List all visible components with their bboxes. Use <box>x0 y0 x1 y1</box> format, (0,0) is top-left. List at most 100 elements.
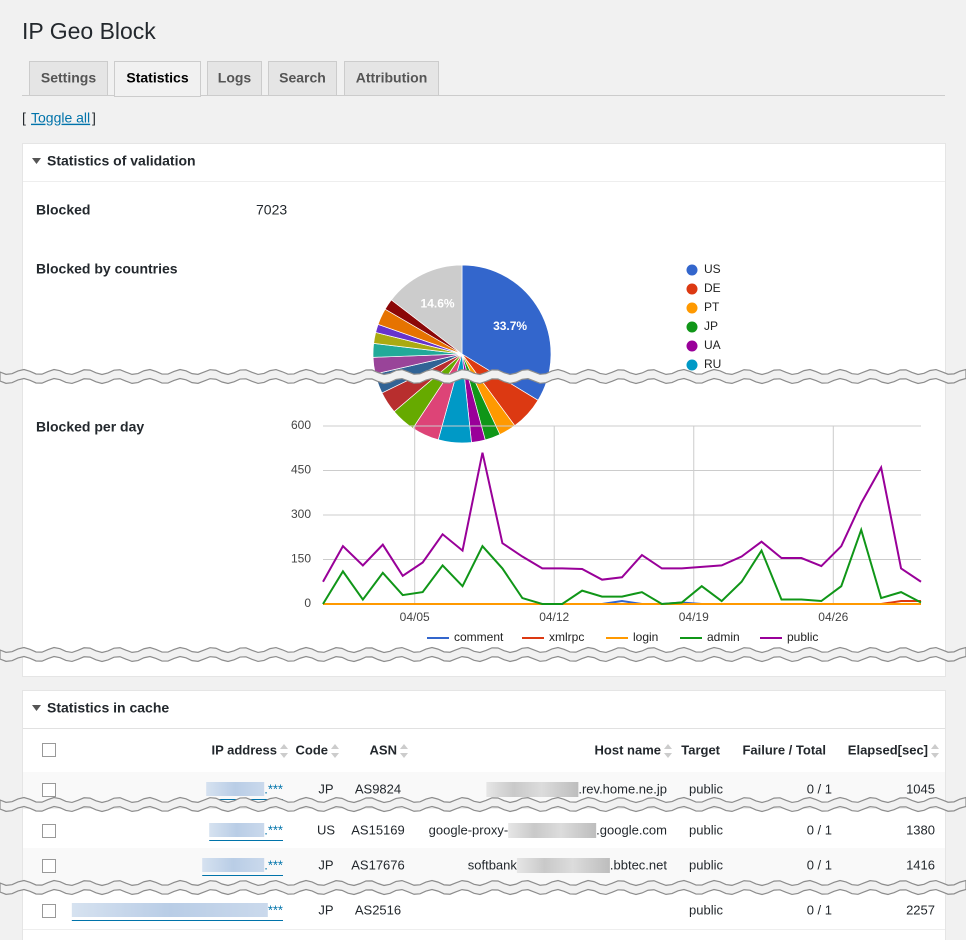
checkbox[interactable] <box>42 824 56 838</box>
tab[interactable] <box>344 61 439 96</box>
field-label: Blocked by countries <box>36 261 178 277</box>
x-tick-label: 04/05 <box>400 610 430 624</box>
column-header[interactable]: Host name <box>595 742 661 757</box>
column-header: Target <box>681 742 720 757</box>
checkbox[interactable] <box>42 859 56 873</box>
y-tick-label: 0 <box>304 596 311 610</box>
cell-asn: AS17676 <box>351 857 405 872</box>
cell-code: JP <box>318 857 333 872</box>
checkbox[interactable] <box>42 904 56 918</box>
cell-asn: AS2516 <box>355 902 401 917</box>
toggle-link[interactable]: Toggle all <box>31 110 90 126</box>
cell-code: US <box>317 822 335 837</box>
x-tick-label: 04/12 <box>539 610 569 624</box>
legend-swatch <box>686 302 698 314</box>
legend-swatch <box>686 283 698 295</box>
column-header[interactable]: IP address <box>211 742 277 757</box>
legend-label: login <box>633 630 658 644</box>
legend-label: JP <box>704 319 718 333</box>
cell-target: public <box>689 781 723 796</box>
torn-edge <box>0 368 966 385</box>
torn-edge <box>0 646 966 663</box>
cell-host: .bbtec.net <box>610 857 667 872</box>
legend-swatch <box>686 359 698 371</box>
sort-arrows <box>280 744 288 758</box>
series-line <box>322 452 922 583</box>
redacted <box>508 823 597 838</box>
tab[interactable] <box>114 61 201 97</box>
torn-edge <box>0 796 966 813</box>
cell-elapsed: 1045 <box>906 781 935 796</box>
y-tick-label: 450 <box>291 463 311 477</box>
ip-link[interactable]: .*** <box>264 781 283 796</box>
ip-link[interactable]: .*** <box>264 822 283 837</box>
cell-host: softbank <box>468 857 518 872</box>
collapse-arrow[interactable] <box>32 158 41 164</box>
y-tick-label: 300 <box>291 507 311 521</box>
panel-title[interactable]: Statistics of validation <box>47 153 196 169</box>
y-tick-label: 150 <box>291 552 311 566</box>
pie-label: 33.7% <box>493 319 527 333</box>
cell-host: .rev.home.ne.jp <box>578 781 667 796</box>
tab[interactable] <box>207 61 262 96</box>
redacted <box>71 903 268 917</box>
tab-label[interactable]: Statistics <box>126 70 188 86</box>
cell-code: JP <box>318 902 333 917</box>
tab-label[interactable]: Logs <box>218 70 252 86</box>
checkbox[interactable] <box>42 783 56 797</box>
redacted <box>486 782 579 797</box>
panel-title[interactable]: Statistics in cache <box>47 700 169 716</box>
pie-label: 14.6% <box>421 297 455 311</box>
y-tick-label: 600 <box>291 418 311 432</box>
cell-elapsed: 1416 <box>906 857 935 872</box>
collapse-arrow[interactable] <box>32 705 41 711</box>
legend-swatch <box>686 321 698 333</box>
ip-link[interactable]: .*** <box>264 857 283 872</box>
row <box>23 813 945 849</box>
x-tick-label: 04/19 <box>679 610 709 624</box>
cell-elapsed: 2257 <box>906 902 935 917</box>
field-label: Blocked per day <box>36 419 144 435</box>
redacted <box>209 823 265 837</box>
legend-label: RU <box>704 357 721 371</box>
cell-asn: AS9824 <box>355 781 401 796</box>
ip-link[interactable]: *** <box>268 902 283 917</box>
sort-arrows <box>331 744 339 758</box>
cell-host: .google.com <box>596 822 667 837</box>
cell-target: public <box>689 857 723 872</box>
tab-label[interactable]: Search <box>279 70 326 86</box>
legend-label: public <box>787 630 818 644</box>
legend-label: DE <box>704 281 721 295</box>
legend-label: UA <box>704 338 721 352</box>
cell-host: google-proxy- <box>429 822 509 837</box>
cell-ratio: 0 / 1 <box>807 902 832 917</box>
cell-ratio: 0 / 1 <box>807 822 832 837</box>
redacted <box>206 782 265 796</box>
cell-asn: AS15169 <box>351 822 405 837</box>
field-value: 7023 <box>256 202 287 218</box>
column-header[interactable]: Code <box>296 742 329 757</box>
sort-arrows <box>664 744 672 758</box>
torn-edge <box>0 879 966 896</box>
legend-swatch <box>686 264 698 276</box>
series-line <box>322 526 922 606</box>
tab[interactable] <box>268 61 337 96</box>
bracket: ] <box>92 110 96 126</box>
legend-label: US <box>704 262 721 276</box>
tab-label[interactable]: Attribution <box>356 70 428 86</box>
legend-label: comment <box>454 630 504 644</box>
checkbox[interactable] <box>42 743 56 757</box>
tab[interactable] <box>29 61 108 96</box>
cell-target: public <box>689 902 723 917</box>
bracket: [ <box>22 110 26 126</box>
tab-label[interactable]: Settings <box>41 70 96 86</box>
cell-elapsed: 1380 <box>906 822 935 837</box>
legend-label: admin <box>707 630 740 644</box>
column-header[interactable]: Elapsed[sec] <box>848 742 928 757</box>
x-tick-label: 04/26 <box>818 610 848 624</box>
legend-label: PT <box>704 300 720 314</box>
legend-swatch <box>686 340 698 352</box>
column-header[interactable]: ASN <box>370 742 397 757</box>
